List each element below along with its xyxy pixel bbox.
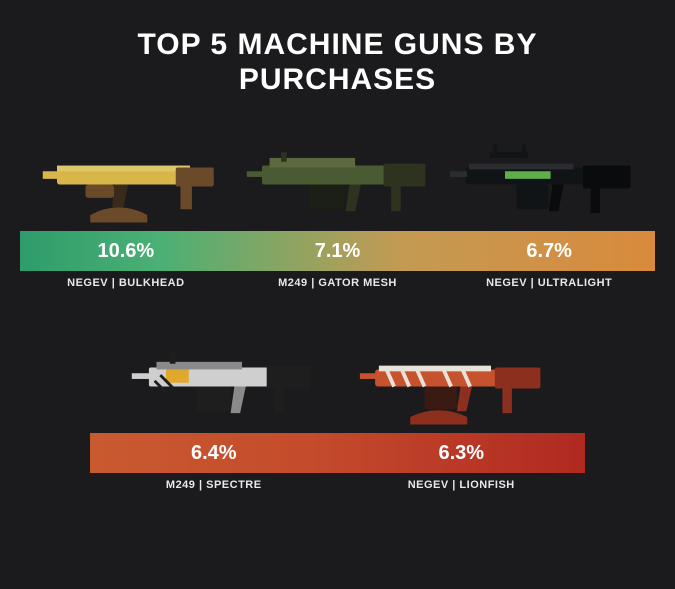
pct-1: 10.6% [20, 240, 232, 263]
percent-bar-2: 6.4% 6.3% [90, 433, 585, 473]
pct-3: 6.7% [443, 240, 655, 263]
pct-4: 6.4% [90, 442, 338, 465]
labels-row-2: M249 | SPECTRE NEGEV | LIONFISH [90, 479, 585, 491]
gun-image-5 [358, 323, 548, 433]
gun-image-1 [38, 121, 228, 231]
label-4: M249 | SPECTRE [90, 479, 338, 491]
pct-5: 6.3% [338, 442, 586, 465]
label-1: NEGEV | BULKHEAD [20, 277, 232, 289]
gun-image-4 [128, 323, 318, 433]
title-line-1: TOP 5 MACHINE GUNS BY [138, 28, 538, 61]
gun-image-3 [448, 121, 638, 231]
label-5: NEGEV | LIONFISH [338, 479, 586, 491]
gun-image-2 [243, 121, 433, 231]
labels-row-1: NEGEV | BULKHEAD M249 | GATOR MESH NEGEV… [20, 277, 655, 289]
title-line-2: PURCHASES [239, 63, 436, 96]
label-2: M249 | GATOR MESH [232, 277, 444, 289]
pct-2: 7.1% [232, 240, 444, 263]
label-3: NEGEV | ULTRALIGHT [443, 277, 655, 289]
page-title: TOP 5 MACHINE GUNS BY PURCHASES [0, 0, 675, 107]
percent-bar-1: 10.6% 7.1% 6.7% [20, 231, 655, 271]
row-2-images [0, 315, 675, 433]
row-1-images [0, 113, 675, 231]
